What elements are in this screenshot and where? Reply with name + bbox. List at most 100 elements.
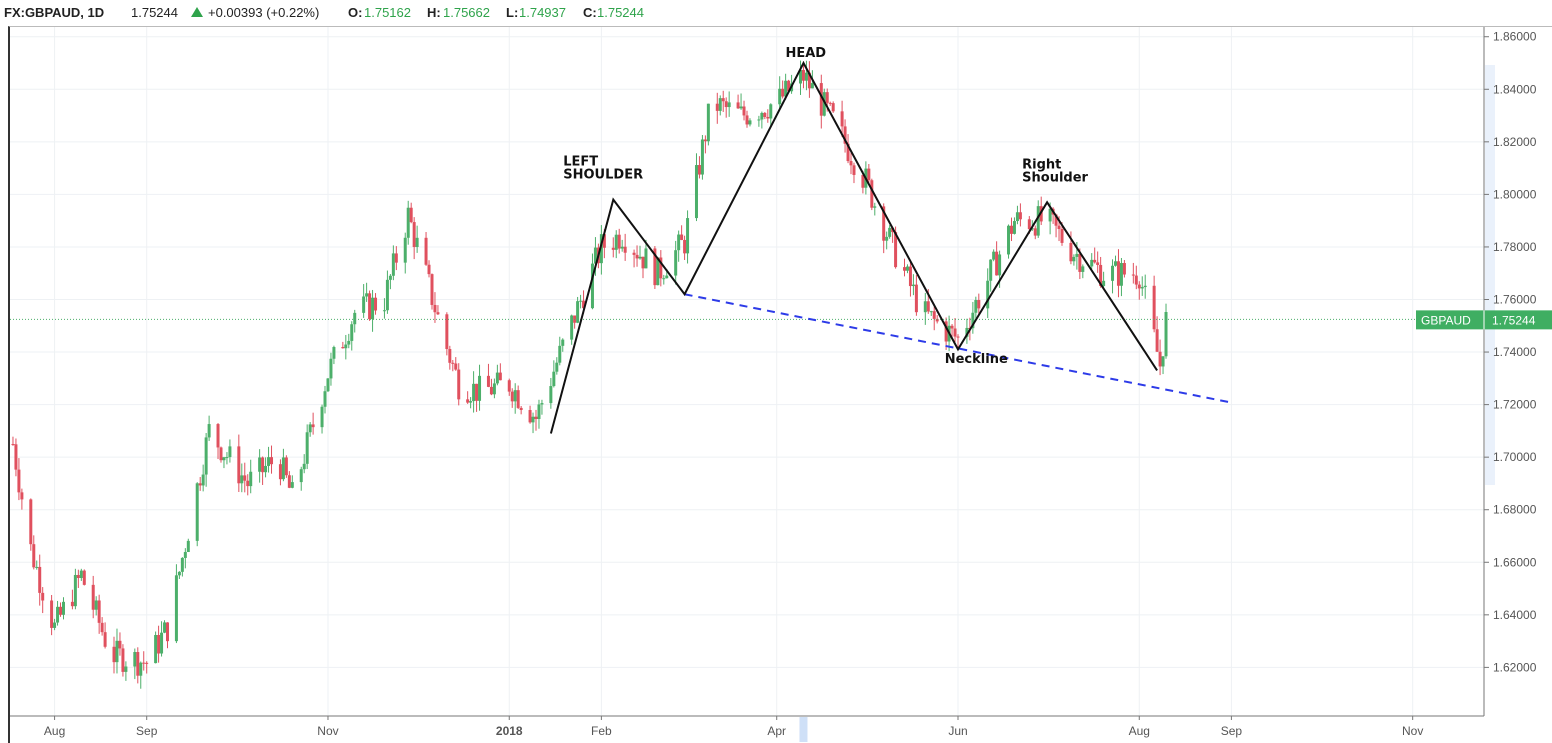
candle-body [683,239,687,254]
candle-body [513,390,517,402]
candle-body [549,386,553,404]
candle-body [1140,287,1144,289]
price-tick-label: 1.82000 [1493,135,1537,149]
candle-body [1093,259,1097,263]
candle-body [843,126,847,144]
candle-body [124,666,128,672]
candle-body [602,234,606,248]
candle-body [1143,285,1147,288]
time-tick-label: Nov [1402,724,1423,738]
candle-body [341,347,345,349]
candle-body [715,103,719,111]
price-tick-label: 1.70000 [1493,450,1537,464]
candle-body [225,457,229,459]
candle-body [362,296,366,313]
candle-body [94,600,98,610]
candle-body [784,80,788,97]
candle-body [632,252,636,255]
annotation-line: Neckline [945,352,1008,367]
candle-body [748,120,752,125]
candle-body [778,88,782,105]
candle-body [579,300,583,302]
candle-body [998,254,1002,276]
candle-body [433,304,437,313]
candle-body [974,300,978,313]
chart-frame [8,26,1552,743]
candle-body [798,69,802,84]
candle-body [228,446,232,458]
axis-highlight [1485,65,1495,485]
candle-body [599,234,603,264]
candle-body [885,236,889,241]
candle-body [1072,256,1076,262]
price-tick-label: 1.80000 [1493,187,1537,201]
candle-body [1102,280,1106,287]
candle-body [686,218,690,254]
candle-body [115,640,119,663]
candle-body [724,101,728,108]
candle-body [911,284,915,287]
candle-body [180,557,184,572]
candle-body [697,165,701,175]
candle-body [145,662,149,664]
candle-body [451,362,455,364]
candle-body [121,648,125,672]
candle-body [365,293,369,297]
candle-body [1018,212,1022,220]
candle-body [1007,225,1011,255]
candle-body [1096,262,1100,265]
candle-body [160,632,164,654]
candle-body [1033,228,1037,236]
price-tick-label: 1.76000 [1493,292,1537,306]
candle-body [258,457,262,472]
candle-body [207,424,211,438]
candle-body [914,284,918,313]
candle-body [353,312,357,325]
candle-body [852,165,856,175]
candle-body [534,416,538,420]
candle-body [166,622,170,642]
candle-body [926,301,930,312]
annotation-line: LEFT [563,155,598,170]
candle-body [112,646,116,663]
candle-body [91,584,95,610]
candle-body [1122,263,1126,275]
candle-body [867,168,871,181]
candle-body [430,274,434,305]
candle-body [305,432,309,464]
candle-body [59,606,63,615]
candle-body [1030,228,1034,230]
candle-body [278,464,282,480]
candle-body [1081,266,1085,272]
candle-body [1164,312,1168,357]
candle-body [436,312,440,315]
candle-body [284,457,288,476]
candle-body [894,232,898,268]
candle-body [1152,285,1156,330]
candle-body [739,106,743,109]
candle-body [801,69,805,81]
candle-body [1137,284,1141,289]
candle-body [700,139,704,175]
candle-body [614,234,618,250]
time-tick-label: 2018 [496,724,523,738]
candle-body [831,103,835,112]
candle-body [1060,229,1064,243]
candle-body [653,248,657,286]
candle-body [706,103,710,142]
low-value: 1.74937 [519,5,566,20]
candle-body [371,297,375,320]
candle-body [427,264,431,275]
price-tick-label: 1.68000 [1493,503,1537,517]
open-label: O: [348,5,363,20]
candle-body [103,632,107,647]
price-tick-label: 1.66000 [1493,555,1537,569]
candle-body [870,180,874,208]
candle-body [177,571,181,576]
candle-body [82,570,86,585]
candle-body [620,246,624,249]
candle-body [593,247,597,264]
candle-body [905,266,909,271]
candle-body [1116,261,1120,286]
